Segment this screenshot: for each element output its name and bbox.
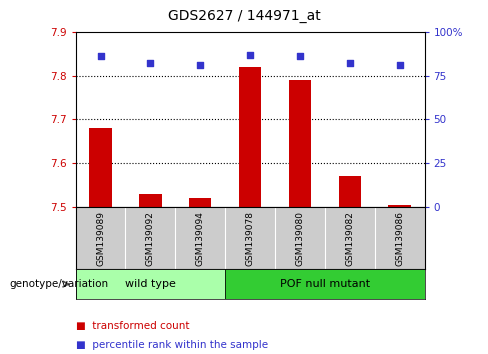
Point — [146, 61, 154, 66]
Bar — [239, 67, 261, 207]
Text: GSM139078: GSM139078 — [245, 211, 255, 266]
Text: GSM139094: GSM139094 — [196, 211, 205, 266]
Text: ■  transformed count: ■ transformed count — [76, 321, 189, 331]
Text: ■  percentile rank within the sample: ■ percentile rank within the sample — [76, 340, 268, 350]
Text: genotype/variation: genotype/variation — [10, 279, 109, 289]
Text: GDS2627 / 144971_at: GDS2627 / 144971_at — [167, 9, 321, 23]
Bar — [339, 176, 361, 207]
Bar — [139, 194, 162, 207]
Text: wild type: wild type — [125, 279, 176, 289]
Bar — [76, 269, 225, 299]
Bar — [89, 128, 112, 207]
Point — [396, 62, 404, 68]
Point — [196, 62, 204, 68]
Bar — [388, 205, 411, 207]
Text: GSM139082: GSM139082 — [346, 211, 354, 266]
Bar — [189, 198, 211, 207]
Text: POF null mutant: POF null mutant — [280, 279, 370, 289]
Text: GSM139080: GSM139080 — [295, 211, 305, 266]
Text: GSM139092: GSM139092 — [146, 211, 155, 266]
Text: GSM139086: GSM139086 — [395, 211, 404, 266]
Bar — [289, 80, 311, 207]
Point — [97, 53, 104, 59]
Point — [246, 52, 254, 57]
Point — [346, 61, 354, 66]
Point — [296, 53, 304, 59]
Text: GSM139089: GSM139089 — [96, 211, 105, 266]
Bar — [225, 269, 425, 299]
